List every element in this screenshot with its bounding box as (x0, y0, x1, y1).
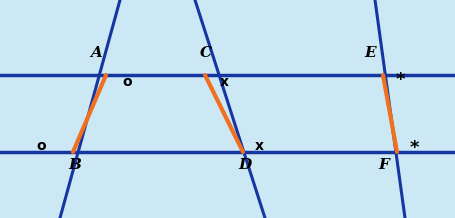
Text: o: o (36, 139, 46, 153)
Text: *: * (410, 139, 420, 157)
Text: x: x (220, 75, 229, 89)
Text: F: F (378, 158, 389, 172)
Text: x: x (255, 139, 264, 153)
Text: B: B (68, 158, 81, 172)
Text: o: o (122, 75, 131, 89)
Text: E: E (364, 46, 376, 60)
Text: A: A (90, 46, 102, 60)
Text: C: C (200, 46, 212, 60)
Text: D: D (238, 158, 251, 172)
Text: *: * (396, 71, 405, 89)
